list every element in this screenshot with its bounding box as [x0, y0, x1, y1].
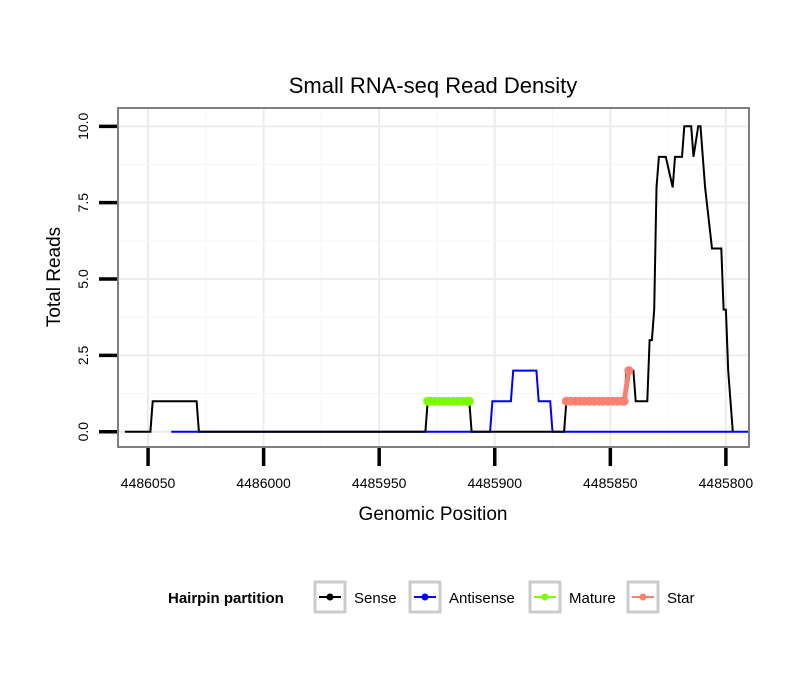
legend-label-star: Star — [667, 590, 695, 607]
x-tick-label: 4485950 — [352, 475, 407, 491]
x-axis-title: Genomic Position — [359, 504, 508, 525]
y-axis-title: Total Reads — [44, 227, 65, 327]
series-star — [561, 366, 634, 406]
plot-panel-border — [117, 107, 750, 448]
legend-item-star: Star — [626, 580, 695, 614]
y-tick-label: 10.0 — [75, 112, 91, 139]
x-axis: 4486050 4486000 4485950 4485900 4485850 44858… — [121, 448, 754, 491]
y-tick-label: 7.5 — [75, 193, 91, 213]
x-tick-label: 4485850 — [583, 475, 638, 491]
legend-key-dot — [639, 593, 647, 601]
y-tick-label: 2.5 — [75, 345, 91, 365]
y-tick-label: 0.0 — [75, 422, 91, 442]
series-mature — [423, 396, 474, 406]
y-axis: 0.0 2.5 5.0 7.5 10.0 — [75, 112, 117, 441]
legend-key-dot — [541, 593, 549, 601]
data-point-star — [624, 366, 634, 376]
legend-title: Hairpin partition — [168, 590, 284, 607]
x-tick-label: 4486000 — [236, 475, 291, 491]
legend-key-dot — [421, 593, 429, 601]
chart-title: Small RNA-seq Read Density — [289, 73, 578, 98]
legend: Hairpin partition Sense Antisense Mature St… — [168, 580, 695, 614]
series-layer — [124, 125, 749, 433]
data-point-star — [619, 396, 629, 406]
data-point-mature — [464, 396, 474, 406]
legend-key-dot — [326, 593, 334, 601]
legend-item-mature: Mature — [528, 580, 616, 614]
grid-lines — [118, 108, 749, 447]
x-tick-label: 4485900 — [467, 475, 522, 491]
legend-label-sense: Sense — [354, 590, 397, 607]
x-tick-label: 4486050 — [121, 475, 176, 491]
legend-label-mature: Mature — [569, 590, 616, 607]
x-tick-label: 4485800 — [699, 475, 754, 491]
legend-item-antisense: Antisense — [408, 580, 515, 614]
legend-item-sense: Sense — [313, 580, 397, 614]
y-tick-label: 5.0 — [75, 269, 91, 289]
legend-label-antisense: Antisense — [449, 590, 515, 607]
